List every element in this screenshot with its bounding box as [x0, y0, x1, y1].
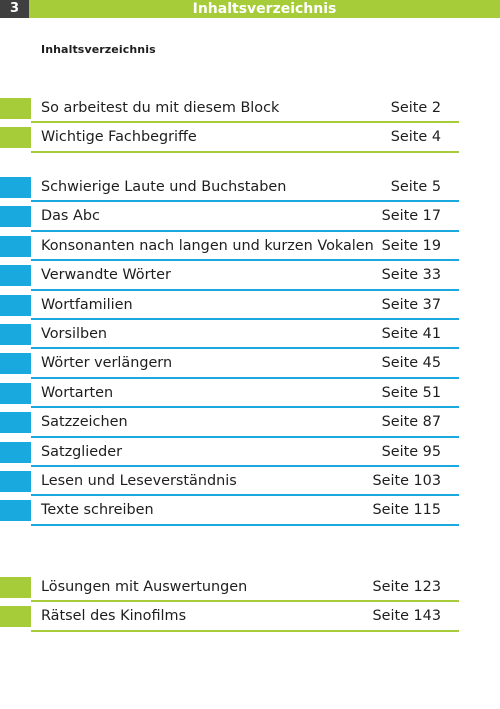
- toc-entry-underline: [31, 464, 459, 467]
- toc-entry-marker: [0, 353, 31, 375]
- toc-entry-title: Lösungen mit Auswertungen: [41, 579, 248, 595]
- toc-entry-marker: [0, 382, 31, 404]
- toc-entry-underline: [31, 494, 459, 497]
- toc-entry-marker: [0, 412, 31, 434]
- toc-entry-marker: [0, 294, 31, 316]
- toc-entry[interactable]: Lesen und Leseverständnis Seite 103: [0, 467, 500, 497]
- toc-entry[interactable]: Wörter verlängern Seite 45: [0, 349, 500, 379]
- toc-entry[interactable]: Schwierige Laute und Buchstaben Seite 5: [0, 173, 500, 203]
- toc-entry-underline: [31, 288, 459, 291]
- toc-entry[interactable]: Wichtige Fachbegriffe Seite 4: [0, 123, 500, 153]
- toc-entry-page: Seite 4: [390, 129, 441, 146]
- toc-entry-underline: [31, 523, 459, 526]
- toc-entry-underline: [31, 121, 459, 124]
- toc-entry[interactable]: Satzzeichen Seite 87: [0, 408, 500, 438]
- toc-entry-underline: [31, 600, 459, 603]
- toc-entry-marker: [0, 323, 31, 345]
- toc-entry-underline: [31, 200, 459, 203]
- toc-entry[interactable]: Wortarten Seite 51: [0, 379, 500, 409]
- toc-entry-underline: [31, 376, 459, 379]
- toc-entry-page: Seite 123: [372, 579, 441, 595]
- toc-entry-underline: [31, 150, 459, 153]
- toc-entry-marker: [0, 98, 31, 119]
- toc-entry-underline: [31, 406, 459, 409]
- toc-entry-title: Vorsilben: [41, 325, 108, 342]
- toc-entry-title: Wichtige Fachbegriffe: [41, 129, 197, 146]
- toc-entry[interactable]: Rätsel des Kinofilms Seite 143: [0, 602, 500, 632]
- toc-entry[interactable]: Satzglieder Seite 95: [0, 438, 500, 467]
- toc-entry-title: Texte schreiben: [41, 502, 154, 519]
- toc-entry-title: Lesen und Leseverständnis: [41, 472, 237, 489]
- toc-entry-underline: [31, 259, 459, 262]
- toc-entry-page: Seite 143: [372, 608, 441, 625]
- toc-entry-title: Das Abc: [41, 208, 100, 225]
- toc-entry-underline: [31, 435, 459, 438]
- toc-entry-page: Seite 2: [390, 100, 441, 116]
- toc-entry-page: Seite 115: [372, 502, 441, 519]
- toc-heading: Inhaltsverzeichnis: [41, 43, 156, 56]
- toc-entry[interactable]: So arbeitest du mit diesem Block Seite 2: [0, 94, 500, 124]
- toc-entry-title: Wortfamilien: [41, 296, 133, 313]
- toc-entry[interactable]: Wortfamilien Seite 37: [0, 291, 500, 320]
- toc-entry-title: Rätsel des Kinofilms: [41, 608, 187, 625]
- toc-entry-underline: [31, 629, 459, 632]
- toc-entry[interactable]: Konsonanten nach langen und kurzen Vokal…: [0, 232, 500, 262]
- page-title: Inhaltsverzeichnis: [192, 1, 337, 17]
- toc-entry-marker: [0, 127, 31, 149]
- toc-entry-title: Wörter verlängern: [41, 355, 173, 372]
- toc-entry-underline: [31, 317, 459, 320]
- toc-entry-page: Seite 41: [381, 325, 441, 342]
- toc-entry-marker: [0, 235, 31, 257]
- toc-entry-page: Seite 17: [381, 208, 441, 225]
- toc-entry-page: Seite 87: [381, 414, 441, 431]
- toc-intro-section: So arbeitest du mit diesem Block Seite 2 W…: [0, 94, 500, 153]
- toc-entry-underline: [31, 347, 459, 350]
- toc-entry-title: Schwierige Laute und Buchstaben: [41, 179, 287, 195]
- toc-entry-page: Seite 51: [381, 384, 441, 401]
- toc-entry-title: So arbeitest du mit diesem Block: [41, 100, 280, 116]
- toc-entry-marker: [0, 265, 31, 287]
- header-bar: [0, 0, 500, 18]
- toc-entry-marker: [0, 441, 31, 463]
- toc-entry-page: Seite 19: [381, 237, 441, 254]
- toc-entry[interactable]: Das Abc Seite 17: [0, 202, 500, 232]
- toc-entry-page: Seite 33: [381, 267, 441, 284]
- toc-entry-marker: [0, 206, 31, 228]
- toc-entry-page: Seite 5: [390, 179, 441, 195]
- toc-entry-page: Seite 45: [381, 355, 441, 372]
- toc-entry-page: Seite 37: [381, 296, 441, 313]
- toc-entry-page: Seite 95: [381, 443, 441, 460]
- toc-entry-marker: [0, 606, 31, 628]
- toc-entry-page: Seite 103: [372, 472, 441, 489]
- toc-entry-marker: [0, 470, 31, 492]
- toc-entry-title: Konsonanten nach langen und kurzen Vokal…: [41, 237, 374, 254]
- toc-entry-marker: [0, 577, 31, 598]
- page-number: 3: [0, 0, 29, 18]
- toc-entry[interactable]: Vorsilben Seite 41: [0, 320, 500, 350]
- toc-entry-title: Verwandte Wörter: [41, 267, 171, 284]
- toc-entry-title: Satzglieder: [41, 443, 123, 460]
- toc-appendix-section: Lösungen mit Auswertungen Seite 123 Rätsel…: [0, 573, 500, 632]
- toc-entry[interactable]: Texte schreiben Seite 115: [0, 496, 500, 526]
- toc-entry-underline: [31, 229, 459, 232]
- toc-entry[interactable]: Lösungen mit Auswertungen Seite 123: [0, 573, 500, 603]
- toc-entry-title: Satzzeichen: [41, 414, 128, 431]
- toc-entry[interactable]: Verwandte Wörter Seite 33: [0, 261, 500, 291]
- toc-entry-title: Wortarten: [41, 384, 114, 401]
- toc-entry-marker: [0, 500, 31, 522]
- toc-chapters-section: Schwierige Laute und Buchstaben Seite 5 Da…: [0, 173, 500, 526]
- toc-entry-marker: [0, 177, 31, 198]
